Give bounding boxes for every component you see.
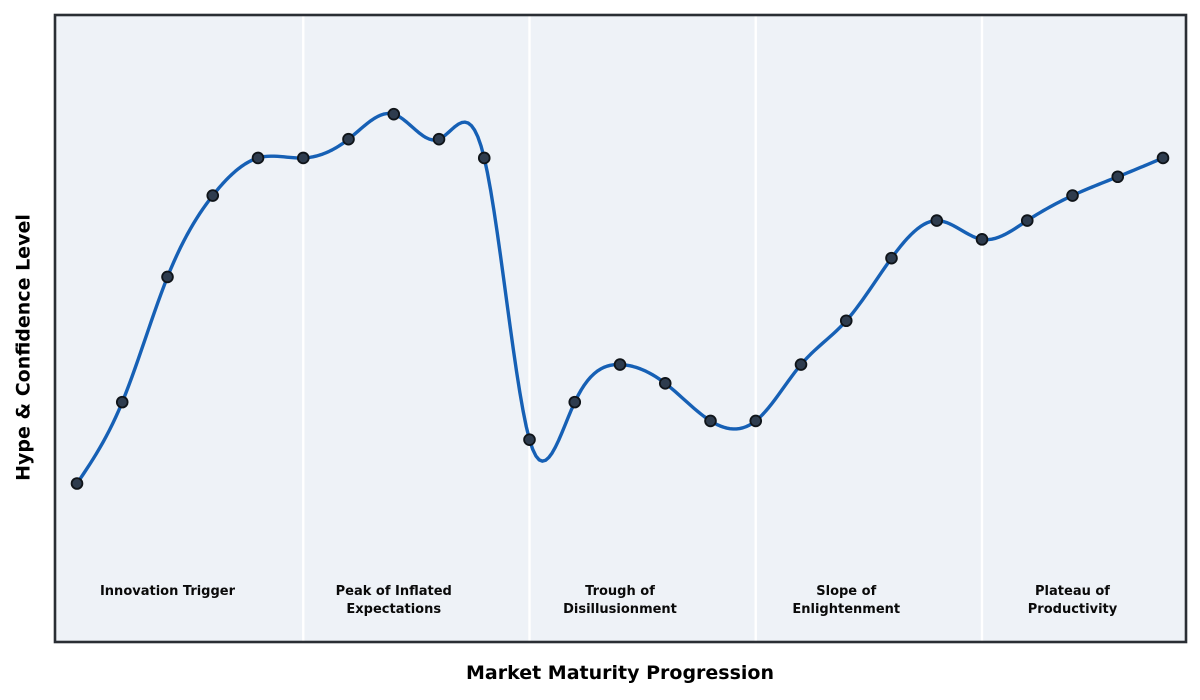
phase-separators [302, 15, 984, 641]
plot-area [54, 14, 1187, 643]
data-point-marker [749, 414, 763, 428]
data-point-marker [161, 270, 174, 284]
phase-label-innovation-trigger: Innovation Trigger [99, 584, 236, 599]
phase-label-slope-of-enlightenment: Slope of Enlightenment [792, 584, 901, 617]
data-point-marker [206, 189, 220, 202]
data-point-marker [613, 358, 627, 371]
data-point-marker [523, 433, 536, 446]
data-point-marker [342, 132, 355, 146]
phase-label-trough-of-disillusionment: Trough of Disillusionment [563, 584, 677, 617]
phase-label-plateau-of-productivity: Plateau of Productivity [1027, 584, 1118, 617]
data-point-marker [839, 314, 853, 328]
data-point-marker [115, 395, 129, 409]
y-axis-label: Hype & Confidence Level [12, 214, 35, 481]
data-point-marker [930, 214, 944, 227]
data-point-marker [1020, 214, 1034, 227]
data-point-markers [70, 107, 1170, 490]
data-point-marker [975, 233, 989, 246]
data-point-marker [704, 414, 717, 428]
data-point-marker [296, 151, 310, 165]
plot-border [53, 13, 1188, 644]
data-point-marker [794, 358, 808, 371]
data-point-marker [477, 151, 491, 165]
data-point-marker [432, 132, 446, 146]
data-point-marker [251, 151, 265, 165]
data-point-marker [885, 251, 898, 265]
data-point-marker [1156, 151, 1170, 165]
data-point-marker [568, 395, 582, 409]
phase-label-peak-of-inflated-expectations: Peak of Inflated Expectations [335, 584, 452, 617]
data-point-marker [70, 477, 84, 490]
data-point-marker [1066, 189, 1079, 202]
data-point-marker [658, 377, 672, 390]
data-point-marker [1111, 170, 1125, 184]
x-axis-label: Market Maturity Progression [465, 662, 775, 684]
data-point-marker [387, 107, 401, 121]
